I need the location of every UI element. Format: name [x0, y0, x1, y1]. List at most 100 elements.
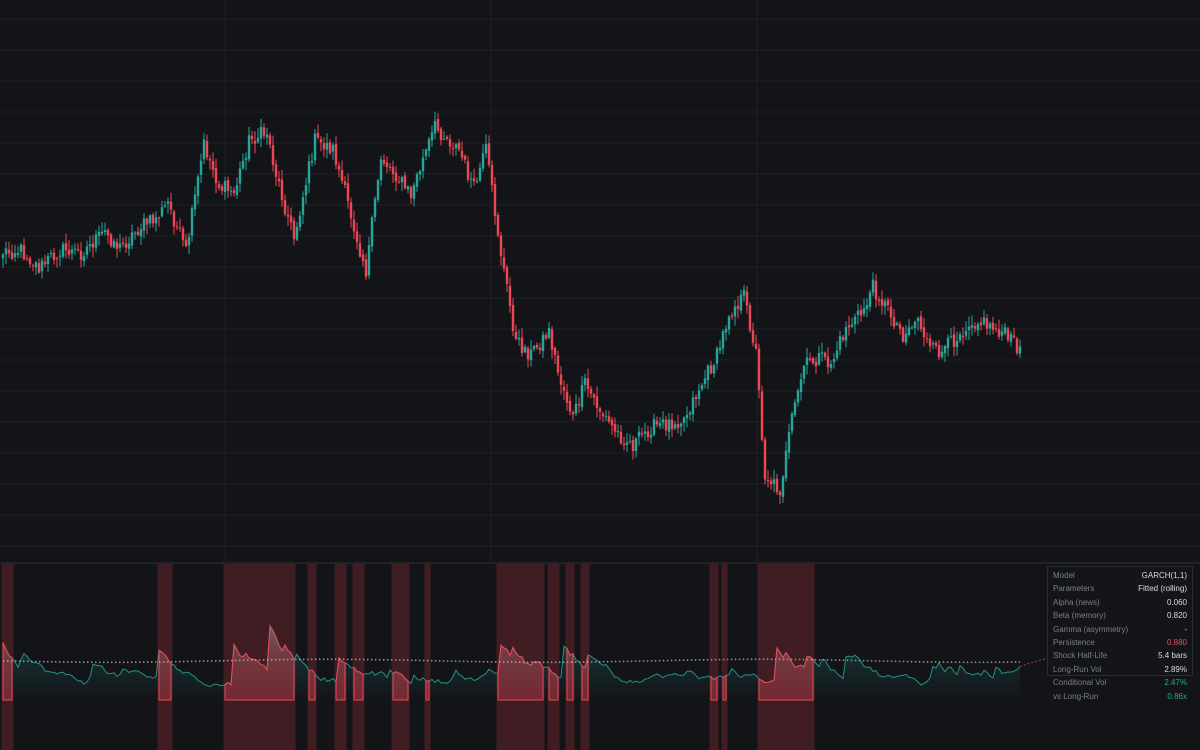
candle-body — [424, 149, 428, 156]
candle-body — [256, 137, 260, 142]
stat-value: 0.880 — [1166, 638, 1187, 648]
candle-body — [994, 328, 998, 330]
candle-body — [904, 333, 908, 343]
candle-body — [130, 232, 134, 246]
candle-body — [889, 306, 893, 318]
candle-body — [169, 201, 173, 210]
grid-lines — [0, 0, 1200, 563]
candle-body — [280, 179, 284, 200]
candle-body — [187, 236, 191, 246]
candle-body — [454, 144, 458, 148]
candle-body — [496, 214, 500, 236]
candle-body — [691, 397, 695, 415]
candle-body — [241, 161, 245, 169]
candle-body — [865, 304, 869, 309]
candle-body — [448, 139, 452, 147]
high-vol-area — [2, 642, 13, 701]
candle-body — [799, 379, 803, 393]
candle-body — [610, 419, 614, 426]
stat-value: - — [1184, 624, 1187, 634]
candle-body — [175, 226, 179, 228]
candle-body — [685, 414, 689, 418]
candle-body — [10, 252, 14, 259]
candle-body — [760, 391, 764, 440]
stat-value: 0.060 — [1166, 597, 1187, 607]
candle-body — [433, 120, 437, 134]
candle-body — [886, 299, 890, 306]
candle-body — [49, 253, 53, 255]
candle-body — [103, 230, 107, 233]
candle-body — [436, 119, 440, 131]
candle-body — [511, 304, 515, 331]
candle-body — [523, 346, 527, 353]
candle-body — [499, 235, 503, 257]
candle-body — [385, 162, 389, 167]
candle-body — [373, 198, 377, 218]
candle-body — [205, 141, 209, 158]
candle-body — [748, 305, 752, 331]
candle-body — [862, 308, 866, 314]
candle-body — [802, 365, 806, 379]
candle-body — [841, 337, 845, 341]
high-vol-band — [307, 564, 317, 750]
candle-body — [238, 168, 242, 184]
candle-body — [292, 220, 296, 240]
candle-body — [937, 345, 941, 358]
candle-body — [316, 133, 320, 138]
candle-body — [517, 337, 521, 340]
candle-body — [850, 324, 854, 327]
candle-body — [529, 349, 533, 360]
candle-body — [229, 190, 233, 192]
candle-body — [514, 332, 518, 339]
stat-label: Beta (memory) — [1053, 611, 1106, 621]
high-vol-area — [758, 646, 814, 701]
candle-body — [22, 245, 26, 260]
candle-body — [658, 423, 662, 427]
candle-body — [631, 440, 635, 452]
candle-body — [118, 243, 122, 248]
stat-row-half-life: Shock Half-Life 5.4 bars — [1053, 649, 1187, 662]
candle-body — [166, 201, 170, 204]
stat-label: Parameters — [1053, 584, 1095, 594]
high-vol-band — [709, 564, 719, 750]
candle-body — [526, 348, 530, 360]
candle-body — [328, 142, 332, 154]
candle-body — [586, 378, 590, 390]
candle-body — [184, 239, 188, 247]
candle-body — [607, 416, 611, 422]
candle-body — [592, 394, 596, 398]
candle-body — [358, 243, 362, 257]
candle-body — [58, 255, 62, 257]
candle-body — [217, 184, 221, 188]
candle-body — [901, 327, 905, 342]
candle-body — [763, 439, 767, 480]
candle-body — [196, 176, 200, 196]
candle-body — [331, 144, 335, 152]
high-vol-band — [721, 564, 728, 750]
candle-body — [40, 260, 44, 272]
candle-body — [970, 325, 974, 328]
candle-body — [472, 178, 476, 182]
candle-body — [784, 450, 788, 479]
candle-body — [724, 328, 728, 333]
candle-body — [91, 243, 95, 248]
candle-body — [571, 412, 575, 415]
candle-body — [952, 334, 956, 347]
candle-body — [172, 211, 176, 227]
candle-body — [844, 327, 848, 341]
candle-body — [676, 424, 680, 428]
candle-body — [973, 326, 977, 329]
candle-body — [913, 321, 917, 328]
candle-body — [349, 202, 353, 219]
candle-body — [883, 301, 887, 307]
stat-row-beta: Beta (memory) 0.820 — [1053, 609, 1187, 622]
candle-body — [430, 132, 434, 141]
candle-body — [274, 164, 278, 177]
candle-body — [568, 400, 572, 412]
candle-body — [796, 390, 800, 403]
high-vol-band — [424, 564, 431, 750]
stat-row-gamma: Gamma (asymmetry) - — [1053, 623, 1187, 636]
garch-stats-panel: Model GARCH(1,1) Parameters Fitted (roll… — [1047, 566, 1193, 701]
